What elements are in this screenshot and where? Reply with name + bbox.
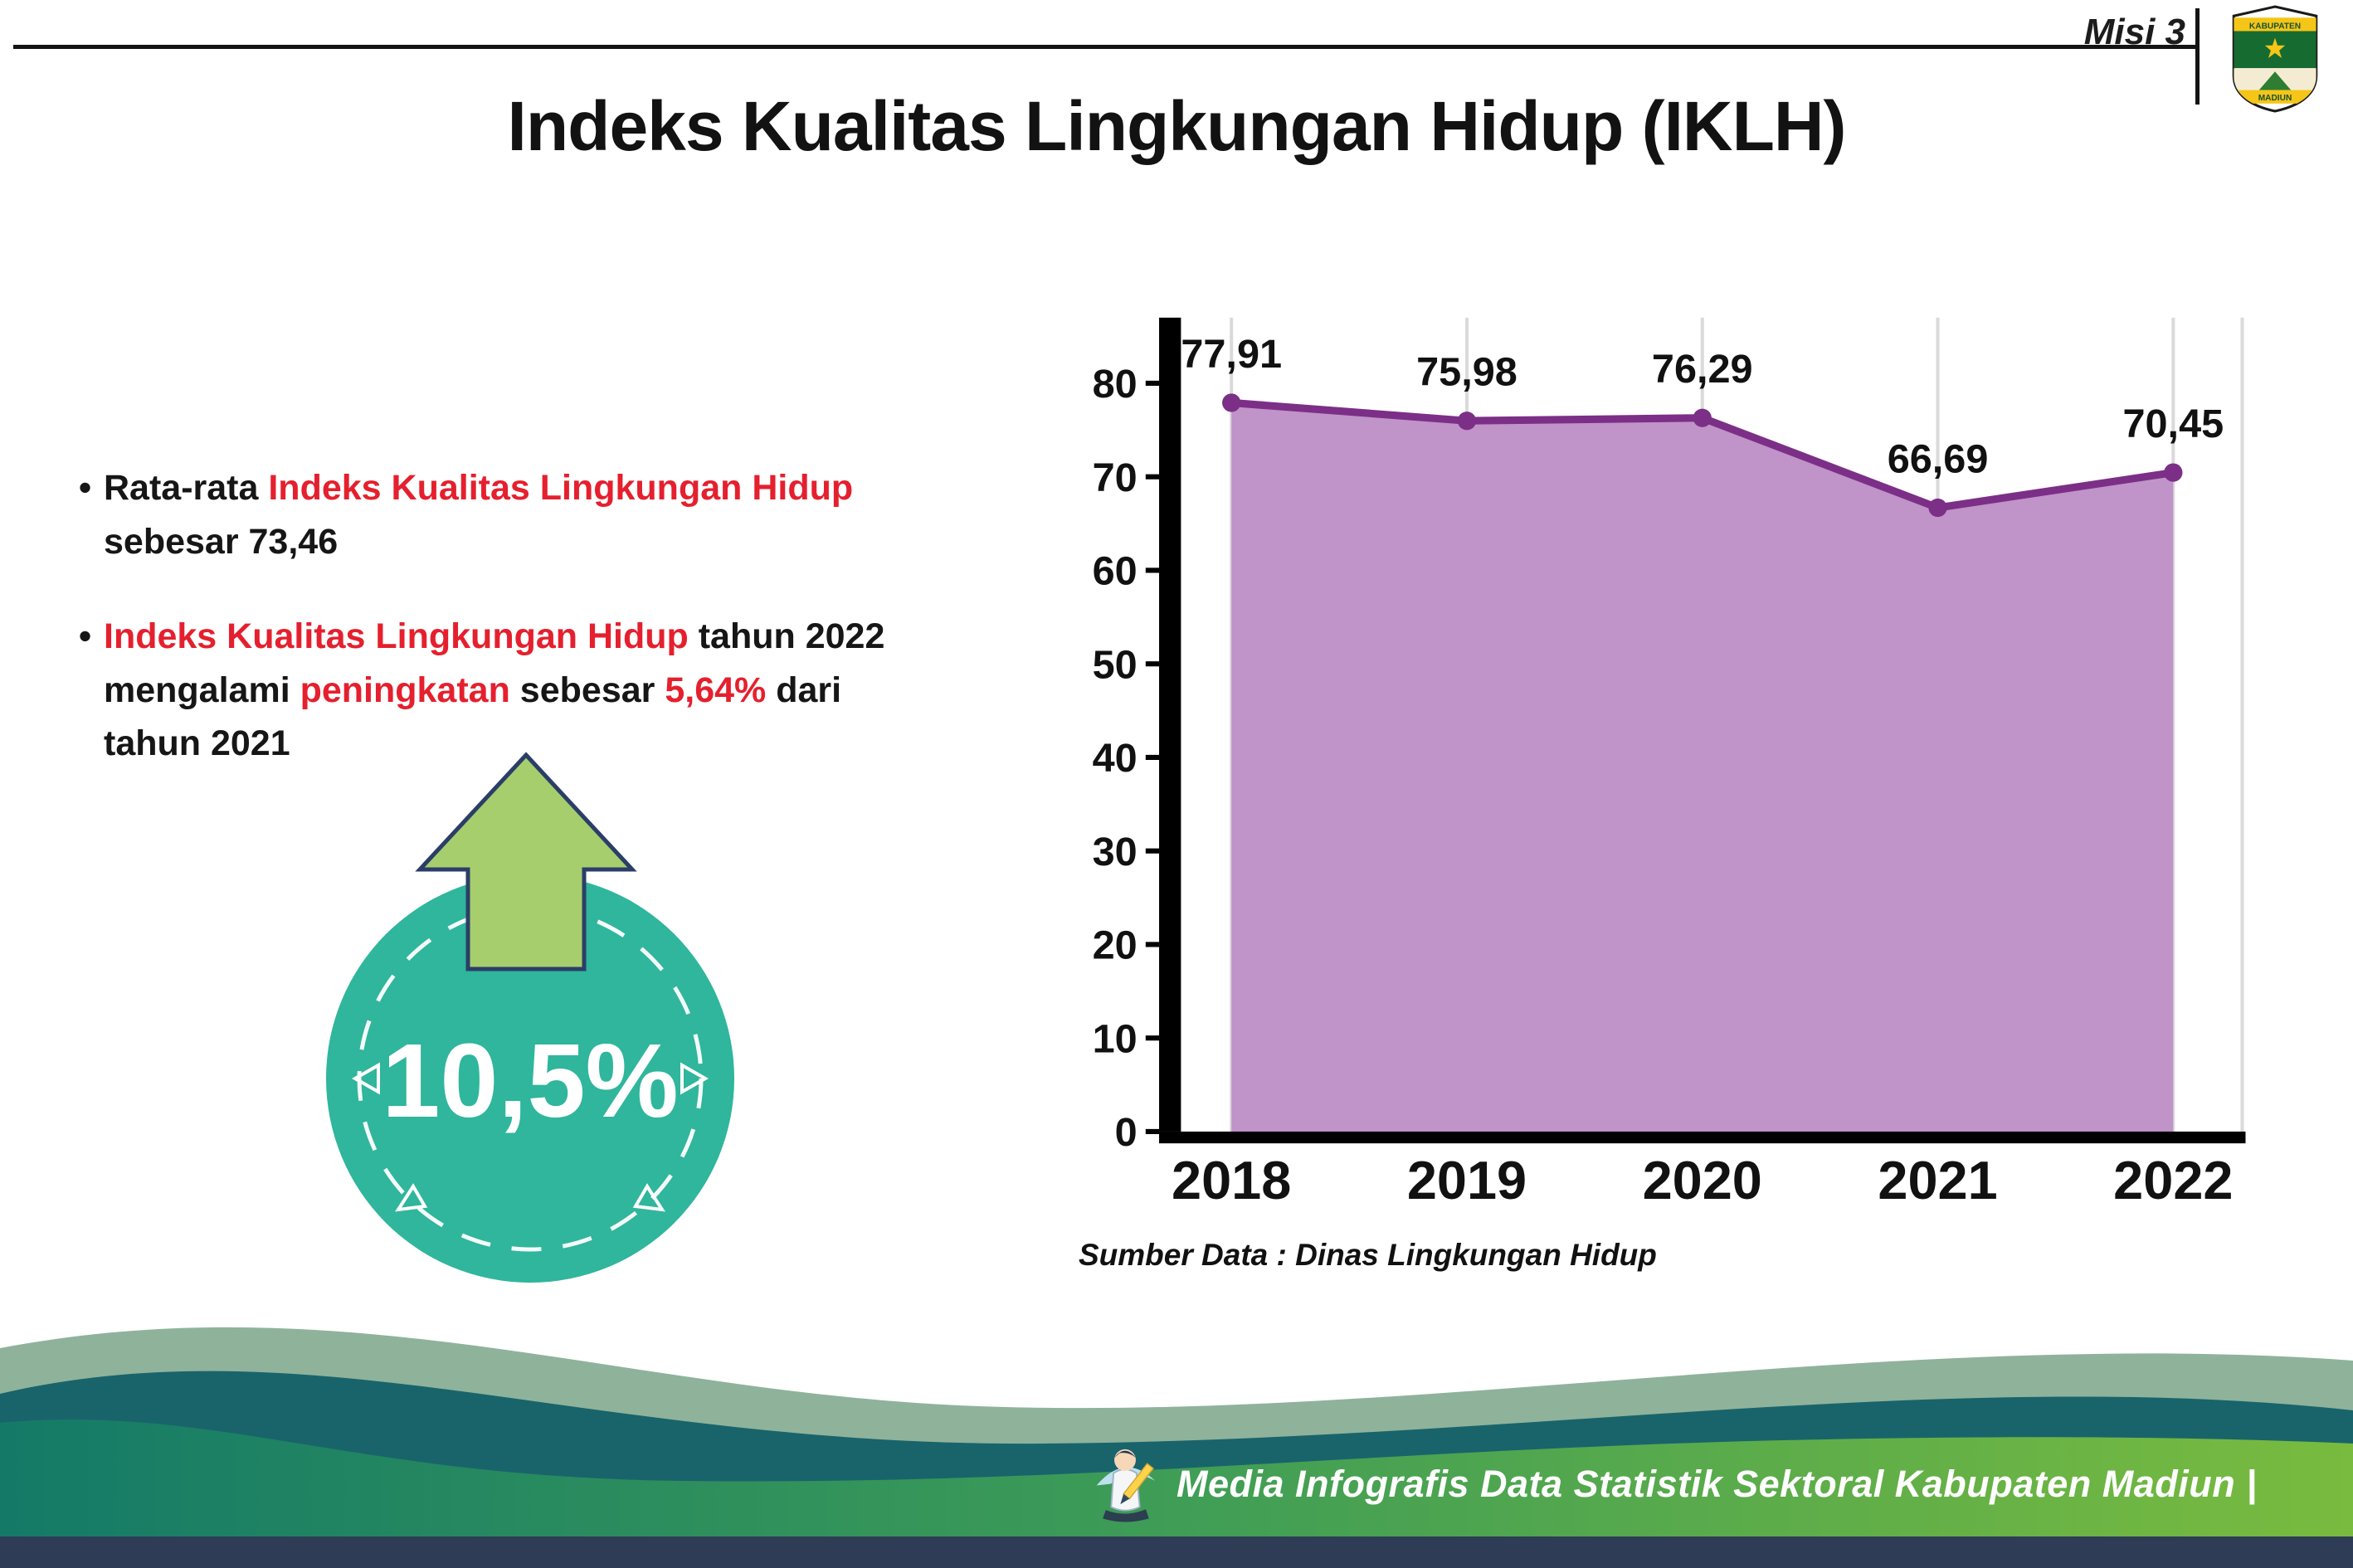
bullet-text: dari: [766, 670, 842, 710]
x-tick-label: 2021: [1878, 1150, 1997, 1210]
bullet-text: tahun 2022: [688, 616, 885, 656]
bullet-text-highlight: Indeks Kualitas Lingkungan Hidup: [104, 616, 689, 656]
logo-top-text: KABUPATEN: [2249, 22, 2301, 31]
value-label: 70,45: [2122, 402, 2224, 446]
data-point: [1928, 498, 1947, 518]
mountain-icon: [2258, 71, 2292, 90]
up-arrow-icon: [415, 752, 637, 971]
footer-waves: [0, 1327, 2353, 1568]
page-title: Indeks Kualitas Lingkungan Hidup (IKLH): [507, 87, 1846, 165]
x-axis: [1159, 1131, 2246, 1144]
y-tick-label: 20: [1093, 923, 1138, 968]
area-fill: [1231, 402, 2174, 1132]
y-tick-label: 50: [1093, 642, 1138, 687]
data-point: [1457, 411, 1477, 431]
footer-caption: Media Infografis Data Statistik Sektoral…: [1087, 1438, 2257, 1522]
bullet-text-highlight: peningkatan: [300, 670, 510, 710]
value-label: 77,91: [1181, 332, 1282, 377]
header-rule-vertical: [2195, 8, 2200, 105]
increase-badge: 10,5%: [326, 752, 734, 1283]
ring-triangle-bottom-right-icon: [632, 1183, 665, 1212]
y-tick-label: 30: [1093, 830, 1138, 874]
y-axis: [1159, 317, 1181, 1132]
data-point: [1222, 393, 1241, 412]
badge-value: 10,5%: [382, 1022, 678, 1139]
data-point: [1693, 408, 1712, 427]
y-tick-label: 40: [1093, 736, 1138, 781]
y-tick-label: 70: [1093, 455, 1138, 500]
misi-label: Misi 3: [2083, 12, 2185, 52]
y-tick-label: 10: [1093, 1016, 1138, 1061]
bullet-text-highlight: 5,64%: [665, 670, 767, 710]
value-label: 76,29: [1652, 347, 1753, 392]
bullet-text: tahun 2021: [104, 723, 290, 763]
bullet-text: sebesar 73,46: [104, 521, 339, 562]
bullet-text: sebesar: [509, 670, 665, 710]
ring-triangle-right-icon: [680, 1062, 709, 1095]
key-points: Rata-rata Indeks Kualitas Lingkungan Hid…: [79, 461, 1083, 812]
x-tick-label: 2019: [1407, 1150, 1527, 1210]
mascot-icon: [1096, 1449, 1156, 1522]
iklh-chart-svg: 77,91 75,98 76,29 66,69 70,45 0 10 20 30 40 50 60 70…: [1093, 317, 2246, 1210]
y-tick-label: 80: [1093, 362, 1138, 407]
wave-gradient-band: [0, 1419, 2353, 1568]
star-icon: [2264, 37, 2286, 58]
data-point: [2164, 463, 2183, 482]
kabupaten-madiun-logo: KABUPATEN MADIUN: [2232, 5, 2318, 113]
bullet-increase-iklh: Indeks Kualitas Lingkungan Hidup tahun 2…: [79, 610, 1083, 771]
footer-caption-text: Media Infografis Data Statistik Sektoral…: [1176, 1463, 2258, 1505]
bullet-text: Rata-rata: [104, 468, 269, 508]
bullet-text: mengalami: [104, 670, 300, 710]
x-tick-label: 2018: [1172, 1150, 1291, 1210]
value-label: 75,98: [1416, 350, 1518, 395]
ring-triangle-bottom-left-icon: [395, 1183, 428, 1212]
y-tick-label: 60: [1093, 549, 1138, 594]
badge-dashed-ring: [357, 905, 704, 1252]
y-tick-label: 0: [1115, 1110, 1138, 1155]
ring-triangle-left-icon: [351, 1062, 380, 1095]
source-note: Sumber Data : Dinas Lingkungan Hidup: [1079, 1238, 1657, 1272]
logo-bottom-text: MADIUN: [2258, 94, 2292, 103]
bullet-text-highlight: Indeks Kualitas Lingkungan Hidup: [268, 468, 854, 508]
x-tick-label: 2022: [2113, 1150, 2233, 1210]
x-tick-label: 2020: [1643, 1150, 1762, 1210]
badge-circle: [326, 874, 734, 1283]
footer-navy-strip: [0, 1536, 2353, 1568]
value-label: 66,69: [1888, 436, 1989, 481]
bullet-average-iklh: Rata-rata Indeks Kualitas Lingkungan Hid…: [79, 461, 1083, 568]
header-rule: [13, 45, 2195, 49]
